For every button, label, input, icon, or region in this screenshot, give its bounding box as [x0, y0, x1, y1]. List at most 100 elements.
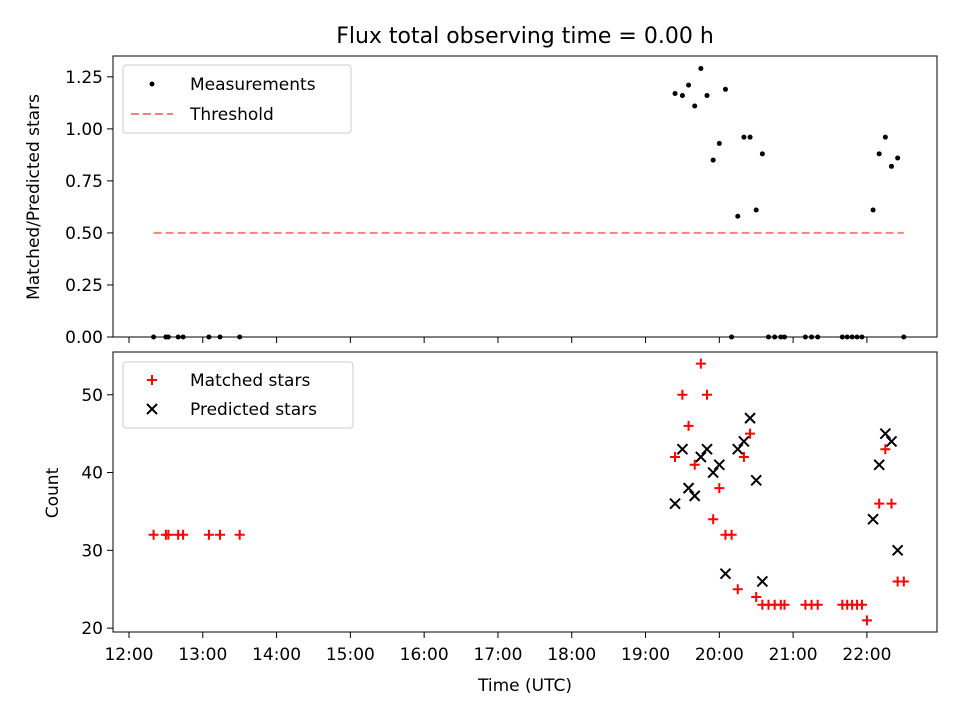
matched-star-point: [234, 529, 245, 540]
matched-star-point: [779, 599, 790, 610]
matched-star-point: [677, 389, 688, 400]
measurement-point: [735, 213, 741, 219]
bottom-y-tick-label: 20: [81, 619, 103, 639]
matched-star-point: [683, 420, 694, 431]
legend-threshold: Threshold: [189, 105, 274, 125]
top-axes-frame: [112, 55, 938, 338]
bottom-y-tick-label: 50: [81, 386, 103, 406]
bottom-y-axis-label: Count: [43, 467, 63, 518]
matched-star-point: [178, 529, 189, 540]
predicted-star-point: [695, 451, 707, 463]
measurement-point: [672, 90, 678, 96]
top-y-tick-label: 1.25: [65, 68, 103, 88]
matched-star-point: [214, 529, 225, 540]
x-tick-label: 16:00: [400, 645, 449, 665]
measurement-point: [876, 151, 882, 157]
predicted-star-point: [879, 427, 892, 440]
predicted-star-point: [707, 466, 719, 479]
measurement-point: [895, 155, 901, 161]
matched-star-point: [856, 599, 867, 610]
matched-star-point: [861, 615, 872, 626]
matched-star-point: [732, 584, 743, 595]
top-chart-title: Flux total observing time = 0.00 h: [336, 24, 714, 49]
predicted-star-point: [701, 443, 713, 455]
matched-star-point: [702, 389, 713, 400]
predicted-star-point: [719, 567, 732, 580]
legend-predicted-stars: Predicted stars: [190, 400, 317, 420]
matched-star-point: [886, 498, 897, 509]
predicted-star-point: [750, 474, 762, 487]
predicted-star-point: [873, 459, 885, 471]
measurement-point: [679, 93, 685, 99]
x-tick-label: 19:00: [621, 645, 670, 665]
measurement-point: [722, 86, 728, 92]
predicted-star-point: [738, 435, 750, 448]
x-tick-label: 14:00: [252, 645, 301, 665]
legend-matched-stars: Matched stars: [190, 371, 310, 391]
measurement-point: [698, 65, 704, 71]
matched-star-point: [898, 576, 909, 587]
x-tick-label: 15:00: [326, 645, 375, 665]
legend-plus-icon: [147, 375, 157, 385]
predicted-star-point: [676, 443, 689, 455]
top-y-tick-label: 0.75: [65, 172, 103, 192]
top-y-tick-label: 0.50: [65, 224, 103, 244]
top-y-tick-label: 0.25: [65, 276, 103, 296]
predicted-star-point: [756, 575, 769, 588]
matched-star-point: [148, 529, 159, 540]
matched-star-point: [695, 358, 706, 369]
matched-star-point: [714, 483, 725, 494]
x-tick-label: 20:00: [695, 645, 744, 665]
measurement-point: [759, 151, 765, 157]
x-tick-label: 12:00: [104, 645, 153, 665]
measurement-point: [692, 103, 698, 109]
x-tick-label: 21:00: [769, 645, 818, 665]
legend-x-icon: [146, 403, 158, 415]
predicted-star-point: [682, 482, 695, 494]
x-tick-label: 13:00: [178, 645, 227, 665]
bottom-plot-area: 20 30 40 50 12:00 13:00 14:00 15:00 16:00 17:00 18…: [81, 351, 938, 665]
measurement-point: [704, 93, 710, 99]
measurement-point: [710, 157, 716, 163]
top-y-tick-label: 0.00: [65, 328, 103, 348]
predicted-star-point: [744, 412, 756, 424]
bottom-axes-frame: [112, 351, 938, 633]
matched-star-point: [880, 444, 891, 455]
measurement-point: [888, 163, 894, 169]
top-plot-area: 0.00 0.25 0.50 0.75 1.00 1.25: [65, 55, 938, 348]
predicted-star-point: [689, 490, 701, 502]
bottom-y-tick-label: 40: [81, 464, 103, 484]
measurement-point: [716, 140, 722, 146]
x-tick-label: 18:00: [547, 645, 596, 665]
legend-dot-icon: [149, 81, 155, 87]
top-y-axis-label: Matched/Predicted stars: [24, 94, 44, 300]
matched-star-point: [812, 599, 823, 610]
matched-star-point: [738, 452, 749, 462]
measurement-point: [870, 207, 876, 213]
matched-star-point: [751, 592, 762, 602]
top-y-tick-label: 1.00: [65, 120, 103, 140]
matched-star-point: [745, 428, 756, 439]
matched-star-point: [874, 498, 885, 509]
bottom-x-axis-label: Time (UTC): [477, 676, 572, 696]
matched-star-point: [726, 529, 737, 540]
measurement-point: [741, 134, 747, 140]
matched-star-point: [670, 452, 681, 462]
predicted-star-point: [669, 497, 681, 510]
matched-star-point: [689, 459, 700, 470]
top-legend: Measurements Threshold: [122, 64, 352, 134]
x-tick-label: 22:00: [842, 645, 891, 665]
bottom-legend: Matched stars Predicted stars: [122, 361, 354, 429]
predicted-star-point: [713, 459, 726, 471]
measurement-point: [686, 82, 692, 88]
x-tick-label: 17:00: [473, 645, 522, 665]
legend-measurements: Measurements: [190, 75, 316, 95]
measurement-point: [747, 134, 753, 140]
predicted-star-point: [732, 443, 744, 455]
bottom-y-tick-label: 30: [81, 541, 103, 561]
measurement-point: [753, 207, 759, 213]
predicted-star-point: [885, 435, 898, 448]
matched-star-point: [708, 514, 719, 525]
measurement-point: [882, 134, 888, 140]
